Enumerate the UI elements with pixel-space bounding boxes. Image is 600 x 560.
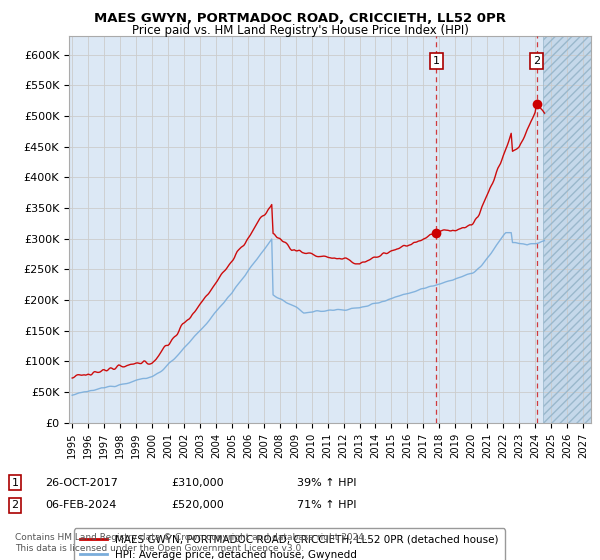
Text: MAES GWYN, PORTMADOC ROAD, CRICCIETH, LL52 0PR: MAES GWYN, PORTMADOC ROAD, CRICCIETH, LL… — [94, 12, 506, 25]
Text: 71% ↑ HPI: 71% ↑ HPI — [297, 500, 356, 510]
Text: 1: 1 — [433, 56, 440, 66]
Bar — [543, 36, 591, 423]
Text: Price paid vs. HM Land Registry's House Price Index (HPI): Price paid vs. HM Land Registry's House … — [131, 24, 469, 37]
Text: 2: 2 — [11, 500, 19, 510]
Text: £310,000: £310,000 — [171, 478, 224, 488]
Text: 2: 2 — [533, 56, 540, 66]
Text: 39% ↑ HPI: 39% ↑ HPI — [297, 478, 356, 488]
Text: £520,000: £520,000 — [171, 500, 224, 510]
Text: Contains HM Land Registry data © Crown copyright and database right 2024.
This d: Contains HM Land Registry data © Crown c… — [15, 533, 367, 553]
Bar — [543, 36, 591, 423]
Text: 26-OCT-2017: 26-OCT-2017 — [45, 478, 118, 488]
Text: 1: 1 — [11, 478, 19, 488]
Text: 06-FEB-2024: 06-FEB-2024 — [45, 500, 116, 510]
Legend: MAES GWYN, PORTMADOC ROAD, CRICCIETH, LL52 0PR (detached house), HPI: Average pr: MAES GWYN, PORTMADOC ROAD, CRICCIETH, LL… — [74, 529, 505, 560]
